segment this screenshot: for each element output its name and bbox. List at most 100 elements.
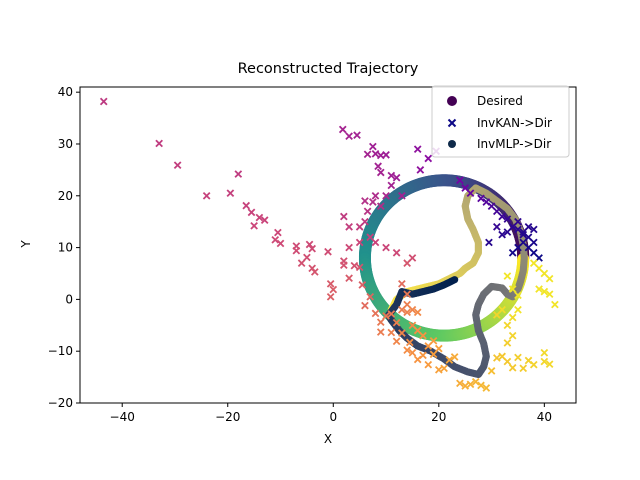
- legend-label-invmlp: InvMLP->Dir: [477, 137, 551, 151]
- invkan-point: [308, 244, 317, 253]
- invkan-point: [382, 191, 390, 200]
- y-tick-label: 30: [58, 137, 73, 151]
- invkan-point: [276, 239, 285, 248]
- invkan-point: [450, 353, 459, 361]
- invkan-point: [508, 285, 517, 293]
- invkan-point: [398, 280, 406, 288]
- x-tick-label: −20: [215, 410, 240, 424]
- invkan-point: [376, 328, 385, 336]
- invkan-point: [424, 154, 433, 163]
- invkan-point: [540, 348, 549, 357]
- invkan-point: [355, 238, 364, 247]
- invkan-point: [382, 312, 390, 320]
- y-tick-label: 20: [58, 189, 73, 203]
- invkan-point: [403, 308, 411, 317]
- invkan-point: [540, 357, 549, 366]
- invkan-point: [392, 318, 401, 327]
- y-tick-label: −20: [48, 396, 73, 410]
- invkan-point: [498, 230, 506, 239]
- invkan-point: [392, 248, 401, 257]
- series-invkan: [99, 97, 559, 392]
- x-tick-label: 20: [431, 410, 446, 424]
- invkan-point: [363, 207, 372, 216]
- invkan-point: [408, 305, 417, 314]
- invkan-point: [514, 305, 522, 314]
- invkan-point: [226, 189, 235, 198]
- invkan-point: [387, 181, 396, 190]
- invkan-point: [456, 379, 464, 388]
- axis-ticks: −40 −20 0 20 40 −20 −10 0 10 20 30 40: [48, 85, 552, 424]
- invkan-point: [503, 272, 512, 280]
- invkan-point: [529, 225, 538, 234]
- x-axis-label: X: [324, 432, 332, 446]
- invkan-point: [445, 356, 454, 364]
- plot-frame: [79, 86, 577, 404]
- invkan-point: [345, 132, 353, 141]
- invkan-point: [202, 191, 211, 200]
- invkan-point: [485, 238, 493, 247]
- invkan-point: [503, 339, 512, 347]
- invkan-point: [338, 125, 347, 134]
- invkan-point: [408, 254, 417, 262]
- invkan-point: [487, 367, 496, 375]
- invkan-point: [255, 213, 264, 222]
- x-tick-label: 40: [537, 410, 552, 424]
- x-tick-label: −40: [110, 410, 135, 424]
- invkan-point: [503, 321, 512, 330]
- legend-label-desired: Desired: [477, 94, 523, 108]
- invkan-point: [355, 263, 364, 272]
- invkan-point: [271, 235, 280, 244]
- invkan-point: [498, 212, 506, 221]
- invkan-point: [477, 381, 485, 390]
- y-tick-label: 0: [65, 292, 73, 306]
- invkan-point: [419, 331, 427, 340]
- invkan-point: [466, 189, 475, 198]
- invkan-point: [310, 268, 319, 276]
- y-tick-label: −10: [48, 344, 73, 358]
- y-tick-label: 40: [58, 85, 73, 99]
- invkan-point: [345, 223, 353, 231]
- invkan-point: [434, 366, 443, 374]
- invkan-point: [376, 202, 385, 210]
- invkan-point: [326, 280, 335, 288]
- invkan-point: [398, 329, 406, 337]
- invkan-point: [524, 223, 533, 231]
- invkan-point: [545, 360, 554, 368]
- invkan-point: [508, 363, 517, 372]
- invkan-point: [429, 337, 438, 345]
- invkan-point: [376, 168, 385, 177]
- invkan-point: [482, 384, 491, 392]
- invkan-point: [493, 311, 501, 319]
- invkan-point: [353, 131, 361, 140]
- legend-label-invkan: InvKAN->Dir: [477, 116, 552, 130]
- invkan-point: [339, 212, 348, 221]
- invkan-point: [434, 344, 443, 353]
- invkan-point: [508, 248, 517, 257]
- invmlp-point: [451, 276, 459, 284]
- invkan-point: [392, 337, 401, 346]
- invkan-point: [535, 285, 543, 293]
- invkan-point: [403, 290, 411, 299]
- invkan-point: [292, 246, 301, 255]
- invkan-point: [376, 318, 385, 327]
- invkan-point: [345, 243, 353, 252]
- invkan-point: [324, 247, 332, 256]
- invkan-point: [250, 221, 258, 230]
- invkan-point: [387, 171, 396, 180]
- invkan-point: [361, 217, 369, 226]
- invkan-point: [493, 354, 501, 362]
- y-axis-label: Y: [19, 240, 33, 249]
- invkan-point: [326, 292, 335, 301]
- invkan-point: [363, 150, 372, 159]
- invkan-point: [514, 217, 522, 226]
- invkan-point: [369, 198, 377, 206]
- invkan-point: [408, 348, 417, 357]
- invkan-point: [371, 309, 380, 318]
- invkan-point: [350, 261, 359, 270]
- invkan-point: [477, 194, 485, 203]
- invkan-point: [339, 261, 348, 270]
- invkan-point: [545, 290, 554, 299]
- invkan-point: [403, 346, 411, 354]
- invkan-point: [274, 228, 282, 237]
